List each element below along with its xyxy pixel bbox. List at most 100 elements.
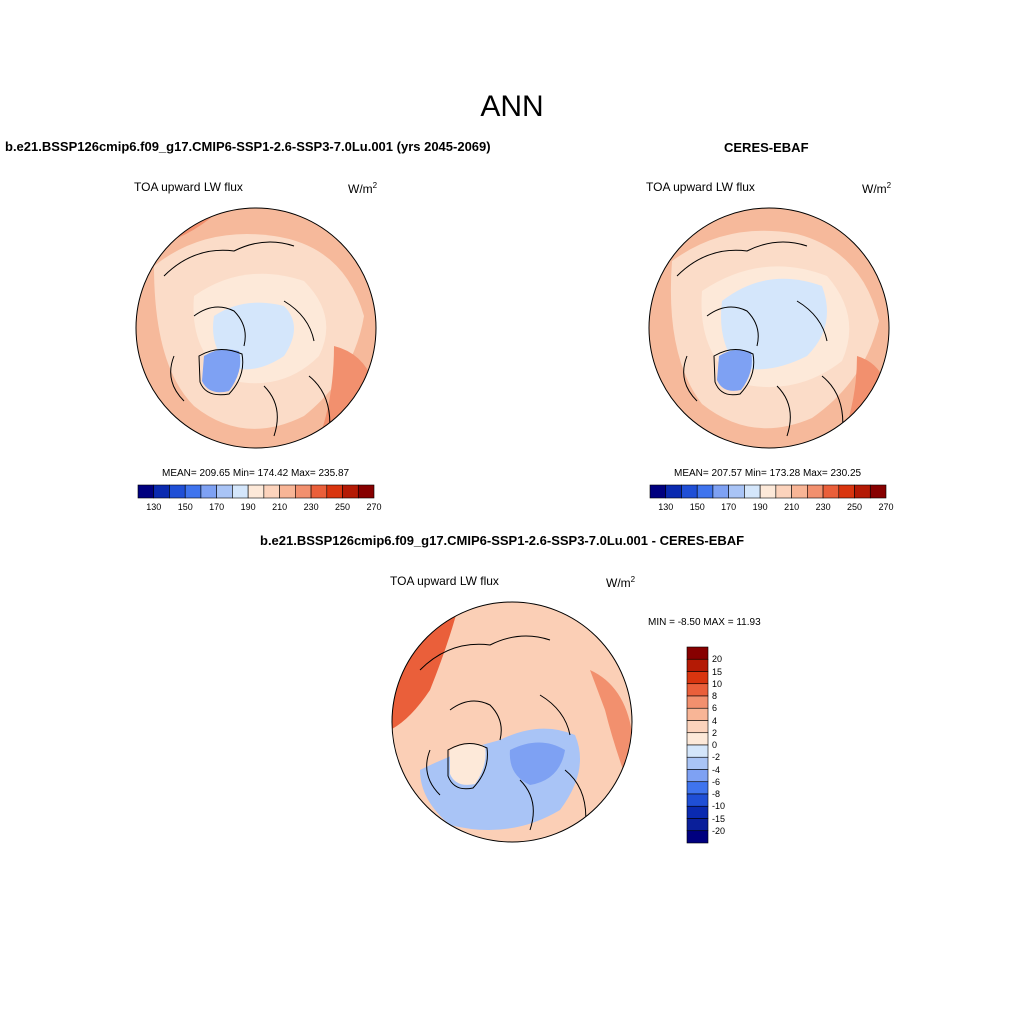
model-colorbar-box [279,484,296,499]
model-colorbar-labels: 130 150 170 190 210 230 250 270 [138,502,381,514]
model-colorbar-box [326,484,343,499]
diff-panel-title: b.e21.BSSP126cmip6.f09_g17.CMIP6-SSP1-2.… [260,533,745,548]
obs-colorbar-box [665,484,682,499]
diff-colorbar-box [686,707,709,721]
diff-colorbar-tick-label: 4 [712,715,718,726]
coastlines [419,635,587,831]
diff-variable-name: TOA upward LW flux [390,574,499,588]
map-field-greenland [450,743,486,785]
diff-colorbar-box [686,781,709,795]
obs-colorbar-tick-label: 270 [878,502,894,512]
model-colorbar-box [153,484,170,499]
diff-colorbar-tick-label: 8 [712,691,718,701]
obs-colorbar-box [854,484,871,499]
model-colorbar-tick-label: 190 [240,502,256,512]
model-colorbar-tick-label: 170 [209,502,225,512]
model-panel-title: b.e21.BSSP126cmip6.f09_g17.CMIP6-SSP1-2.… [5,139,491,154]
diff-colorbar-box [686,756,709,770]
diff-colorbar-box [686,671,709,685]
diff-colorbar-box [686,793,709,807]
diff-colorbar-tick-label: -4 [712,764,721,775]
diff-colorbar-box [686,769,709,783]
model-units: W/m2 [348,181,378,196]
obs-colorbar-box [696,484,714,499]
diff-colorbar-box [686,683,709,697]
diff-colorbar-tick-label: -2 [712,752,721,763]
diff-colorbar-box [686,818,709,832]
model-colorbar-box [342,484,359,499]
obs-colorbar-box [775,484,792,499]
diff-colorbar-tick-label: 15 [712,666,723,677]
figure-title: ANN [480,90,544,123]
obs-colorbar [649,484,887,499]
diff-colorbar-box [686,805,709,819]
coastlines [163,241,331,437]
diff-colorbar-box [686,830,709,844]
obs-colorbar-box [744,484,761,499]
diff-colorbar-tick-label: 0 [712,740,718,750]
obs-colorbar-box [807,484,824,499]
obs-colorbar-box [712,484,729,499]
obs-colorbar-tick-label: 150 [689,502,705,512]
diff-colorbar-tick-label: -8 [712,789,721,799]
obs-colorbar-tick-label: 230 [815,502,831,512]
model-colorbar-box [295,484,312,499]
model-colorbar-box [169,484,186,499]
map-field-cool-deep [509,742,565,785]
model-colorbar-box [137,484,155,499]
model-colorbar-box [216,484,233,499]
obs-stats: MEAN= 207.57 Min= 173.28 Max= 230.25 [674,468,862,479]
model-variable-name: TOA upward LW flux [134,180,243,194]
obs-colorbar-labels: 130 150 170 190 210 230 250 270 [650,502,893,514]
model-colorbar-box [247,484,265,499]
diff-colorbar-tick-label: -10 [712,801,726,812]
obs-colorbar-tick-label: 130 [658,502,674,512]
diff-colorbar-tick-label: 2 [712,727,718,738]
model-colorbar-box [263,484,280,499]
map-field-greenland [202,349,241,393]
model-colorbar-tick-label: 270 [366,502,382,512]
obs-colorbar-box [759,484,777,499]
diff-colorbar-tick-label: -20 [712,825,726,836]
obs-variable-name: TOA upward LW flux [646,180,755,194]
model-colorbar-box [232,484,249,499]
diff-colorbar-labels: 20 15 10 8 6 4 2 0 -2 -4 -6 -8 -10 -15 -20 [712,647,752,843]
obs-colorbar-box [791,484,808,499]
diff-colorbar-box [686,720,709,734]
obs-colorbar-box [681,484,698,499]
diff-colorbar-box [686,658,709,672]
model-colorbar-box [184,484,202,499]
diff-colorbar-tick-label: 10 [712,678,723,689]
model-colorbar-tick-label: 250 [335,502,351,512]
map-field-ice [721,278,827,370]
model-colorbar-box [200,484,217,499]
map-field-greenland [717,349,752,391]
model-colorbar [137,484,375,499]
obs-colorbar-box [649,484,667,499]
obs-colorbar-box [822,484,840,499]
model-colorbar-tick-label: 130 [146,502,162,512]
model-colorbar-box [310,484,328,499]
obs-colorbar-box [869,484,887,499]
diff-stats: MIN = -8.50 MAX = 11.93 [648,617,761,628]
obs-panel-title: CERES-EBAF [724,140,809,155]
diff-units: W/m2 [606,575,636,590]
coastlines [676,241,844,437]
model-colorbar-tick-label: 210 [272,502,288,512]
diff-colorbar [686,646,709,844]
model-colorbar-box [357,484,375,499]
diff-colorbar-tick-label: 20 [712,654,723,665]
diff-colorbar-box [686,695,709,709]
obs-colorbar-tick-label: 210 [784,502,800,512]
model-stats: MEAN= 209.65 Min= 174.42 Max= 235.87 [162,468,350,479]
diff-polar-map [391,601,633,843]
obs-colorbar-tick-label: 190 [752,502,768,512]
obs-polar-map [648,207,890,449]
model-colorbar-tick-label: 230 [303,502,319,512]
diff-colorbar-box [686,744,709,758]
diff-colorbar-tick-label: -15 [712,813,726,824]
diff-colorbar-tick-label: -6 [712,776,721,787]
obs-colorbar-box [838,484,855,499]
diff-colorbar-box [686,732,709,746]
obs-colorbar-box [728,484,745,499]
